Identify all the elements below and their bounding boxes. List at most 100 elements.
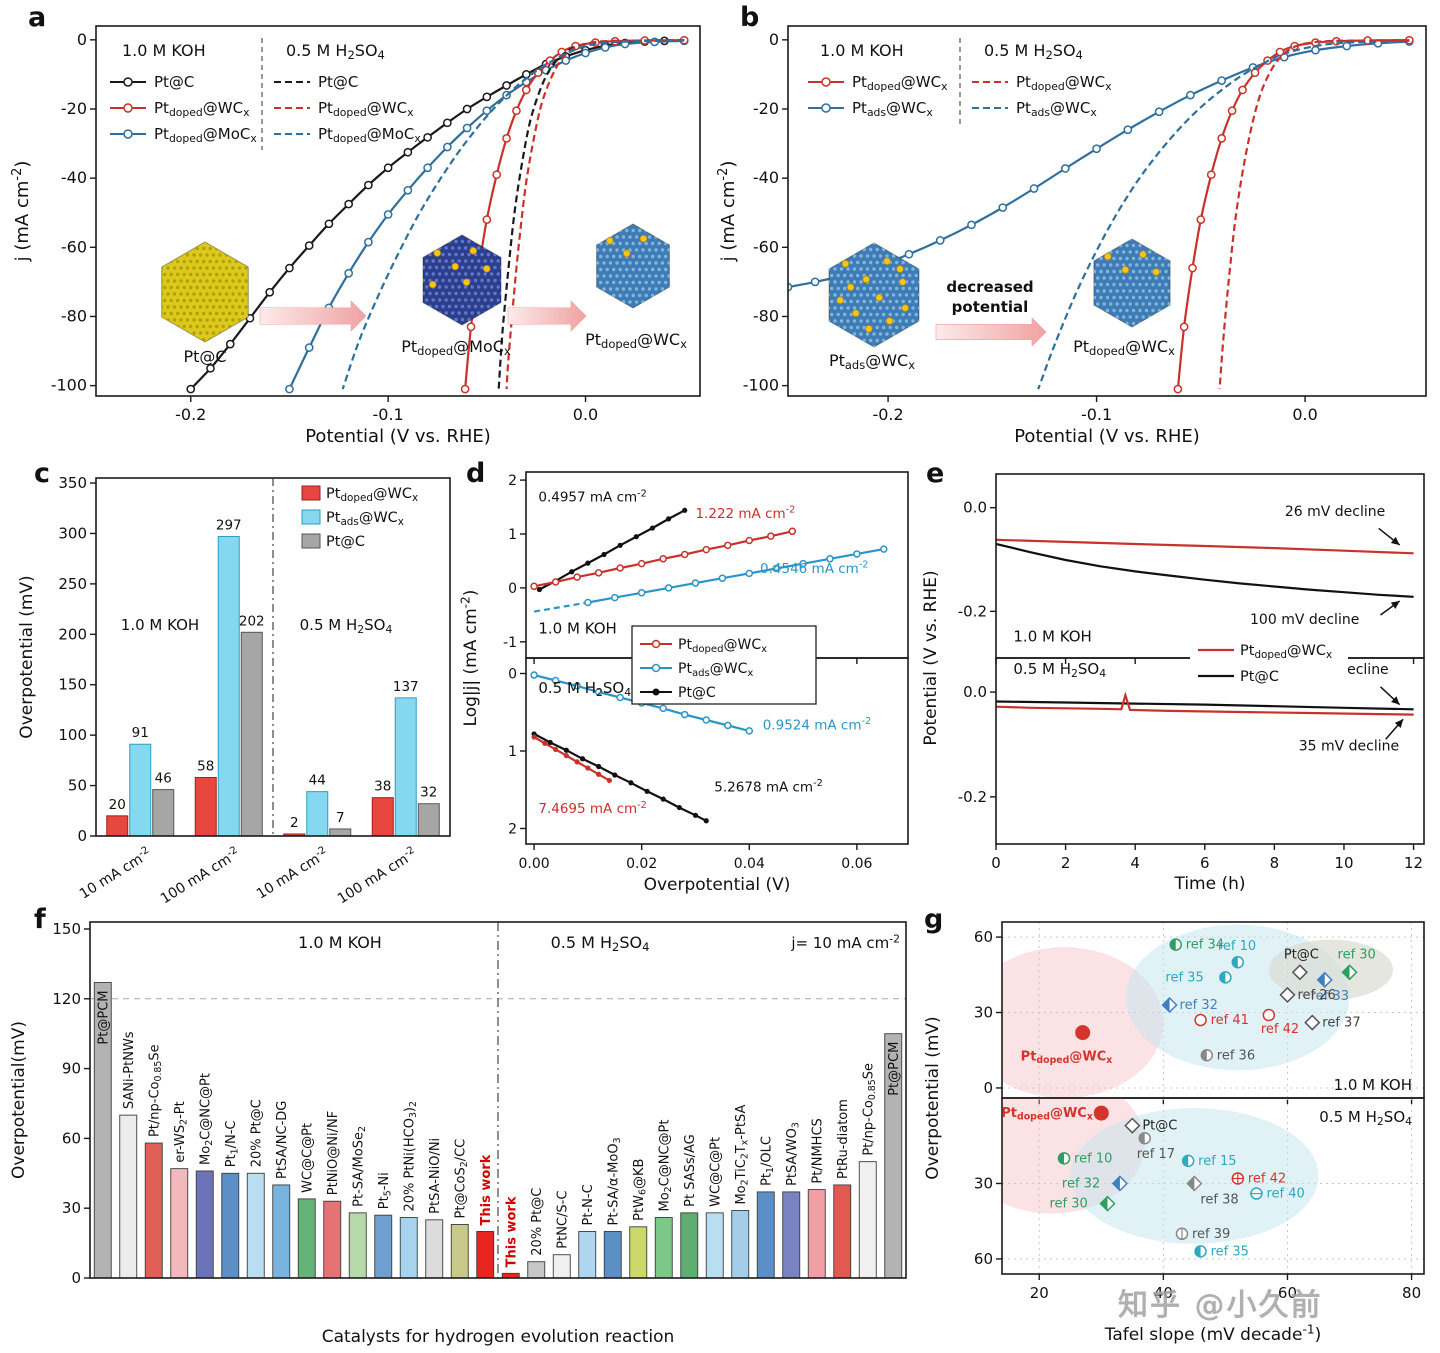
svg-text:0.4546 mA cm-2: 0.4546 mA cm-2 <box>760 560 868 577</box>
svg-text:1.0 M KOH: 1.0 M KOH <box>1013 627 1091 645</box>
series-PtC <box>996 700 1414 711</box>
catalyst-bar-0 <box>93 982 112 1278</box>
catalyst-bar-28 <box>807 1189 826 1278</box>
svg-text:Ptdoped@WCx: Ptdoped@WCx <box>154 99 250 119</box>
catalyst-bar-17 <box>527 1261 546 1278</box>
svg-text:-80: -80 <box>753 306 779 325</box>
svg-text:PtW6@KB: PtW6@KB <box>632 1159 649 1221</box>
svg-text:Potential (V vs. RHE): Potential (V vs. RHE) <box>305 426 491 447</box>
svg-text:-20: -20 <box>753 99 779 118</box>
svg-text:137: 137 <box>393 679 419 695</box>
svg-text:1.222 mA cm-2: 1.222 mA cm-2 <box>695 505 795 522</box>
svg-text:PtSA/WO3: PtSA/WO3 <box>785 1122 802 1186</box>
catalyst-bar-25 <box>731 1210 750 1278</box>
svg-text:10 mA cm-2: 10 mA cm-2 <box>253 845 331 903</box>
svg-text:91: 91 <box>132 725 149 741</box>
svg-text:Pt5-Ni: Pt5-Ni <box>377 1172 394 1209</box>
svg-text:Ptads@WCx: Ptads@WCx <box>852 99 933 119</box>
svg-text:4: 4 <box>1130 854 1140 872</box>
svg-text:Ptdoped@MoCx: Ptdoped@MoCx <box>401 337 511 358</box>
bar-ads-g0 <box>129 743 152 836</box>
svg-text:Mo2C@NC@Pt: Mo2C@NC@Pt <box>657 1120 674 1212</box>
catalyst-bar-22 <box>654 1217 673 1278</box>
watermark: 知乎 @小久前 <box>1118 1280 1322 1324</box>
catalyst-bar-21 <box>629 1226 648 1278</box>
bar-doped-g0 <box>106 815 129 836</box>
catalyst-bar-6 <box>246 1172 265 1278</box>
svg-text:ref 41: ref 41 <box>1211 1013 1249 1028</box>
svg-text:Pt@C: Pt@C <box>1240 669 1279 685</box>
svg-text:202: 202 <box>239 613 265 629</box>
svg-text:PtNC/S-C: PtNC/S-C <box>555 1191 570 1249</box>
series-PtadsWCx-ext <box>533 601 589 613</box>
svg-text:ref 32: ref 32 <box>1062 1176 1100 1191</box>
svg-text:200: 200 <box>58 625 87 643</box>
svg-text:26 mV decline: 26 mV decline <box>1285 504 1385 520</box>
svg-text:30: 30 <box>974 1174 993 1192</box>
svg-text:-60: -60 <box>753 237 779 256</box>
catalyst-bar-1 <box>119 1114 138 1278</box>
catalyst-bar-12 <box>399 1217 418 1278</box>
svg-text:Pt/np-Co0.85Se: Pt/np-Co0.85Se <box>861 1063 878 1156</box>
svg-text:Ptdoped@MoCx: Ptdoped@MoCx <box>154 125 257 145</box>
catalyst-bar-15 <box>476 1231 495 1278</box>
svg-text:20% PtNi(HCO3)2: 20% PtNi(HCO3)2 <box>402 1101 419 1212</box>
svg-text:ref 42: ref 42 <box>1261 1022 1299 1037</box>
svg-text:0.5 M H2SO4: 0.5 M H2SO4 <box>538 679 631 699</box>
svg-text:ref 32: ref 32 <box>1180 998 1218 1013</box>
svg-text:This work: This work <box>504 1196 519 1267</box>
svg-text:-100: -100 <box>743 376 779 395</box>
svg-text:0.5 M H2SO4: 0.5 M H2SO4 <box>300 616 393 636</box>
bar-PtC-g1 <box>240 631 263 836</box>
svg-text:-40: -40 <box>753 168 779 187</box>
catalyst-bar-2 <box>144 1142 163 1278</box>
svg-text:Ptdoped@WCx: Ptdoped@WCx <box>1001 1106 1093 1123</box>
svg-text:150: 150 <box>52 920 81 938</box>
svg-text:0.0: 0.0 <box>963 683 987 701</box>
catalyst-bar-19 <box>578 1231 597 1278</box>
svg-text:Ptdoped@WCx: Ptdoped@WCx <box>1240 643 1332 661</box>
svg-text:90: 90 <box>62 1060 81 1078</box>
svg-text:Potential (V vs. RHE): Potential (V vs. RHE) <box>1014 426 1200 447</box>
svg-text:60: 60 <box>1278 1284 1297 1302</box>
svg-text:120: 120 <box>52 990 81 1008</box>
svg-text:ref 10: ref 10 <box>1074 1151 1112 1166</box>
panel-e-stability-chart: 0.0 -0.2 26 mV decline 100 mV decline 1.0 M … <box>921 473 1425 894</box>
svg-text:0: 0 <box>508 581 517 597</box>
svg-text:PtNiO@Ni/NF: PtNiO@Ni/NF <box>326 1111 341 1195</box>
panel-letter-e: e <box>926 458 945 489</box>
svg-text:0: 0 <box>769 30 779 49</box>
svg-text:Pt/NMHCS: Pt/NMHCS <box>810 1118 825 1183</box>
svg-text:Log|j| (mA cm-2): Log|j| (mA cm-2) <box>460 590 481 727</box>
svg-text:Ptdoped@WCx: Ptdoped@WCx <box>678 637 767 655</box>
svg-text:ref 38: ref 38 <box>1200 1192 1238 1207</box>
svg-text:Time (h): Time (h) <box>1173 874 1245 894</box>
nanoparticle-icon <box>161 241 249 343</box>
transition-arrow <box>935 317 1047 347</box>
svg-text:40: 40 <box>1154 1284 1173 1302</box>
catalyst-bar-4 <box>195 1170 214 1278</box>
svg-text:Potential (V vs. RHE): Potential (V vs. RHE) <box>921 570 941 745</box>
svg-text:7: 7 <box>336 810 345 826</box>
svg-text:Pt@C: Pt@C <box>154 73 194 91</box>
svg-text:Pt@PCM: Pt@PCM <box>887 1042 902 1096</box>
svg-text:Pt/np-Co0.85Se: Pt/np-Co0.85Se <box>147 1044 164 1137</box>
svg-text:150: 150 <box>58 676 87 694</box>
svg-text:Pt@PCM: Pt@PCM <box>96 990 111 1044</box>
svg-text:0: 0 <box>508 667 517 683</box>
svg-text:Pt-SA/MoSe2: Pt-SA/MoSe2 <box>351 1126 368 1207</box>
svg-text:44: 44 <box>309 773 326 789</box>
svg-text:0.5 M H2SO4: 0.5 M H2SO4 <box>1319 1108 1412 1128</box>
svg-text:0.06: 0.06 <box>841 856 872 872</box>
catalyst-bar-13 <box>425 1219 444 1278</box>
svg-text:ref 36: ref 36 <box>1217 1048 1255 1063</box>
svg-text:ref 39: ref 39 <box>1192 1227 1230 1242</box>
catalyst-bar-27 <box>782 1191 801 1278</box>
svg-text:ref 15: ref 15 <box>1198 1154 1236 1169</box>
transition-arrow <box>507 300 587 332</box>
svg-text:SANi-PtNWs: SANi-PtNWs <box>122 1031 137 1109</box>
svg-text:1: 1 <box>508 527 517 543</box>
svg-text:20: 20 <box>109 797 126 813</box>
catalyst-bar-8 <box>297 1198 316 1278</box>
